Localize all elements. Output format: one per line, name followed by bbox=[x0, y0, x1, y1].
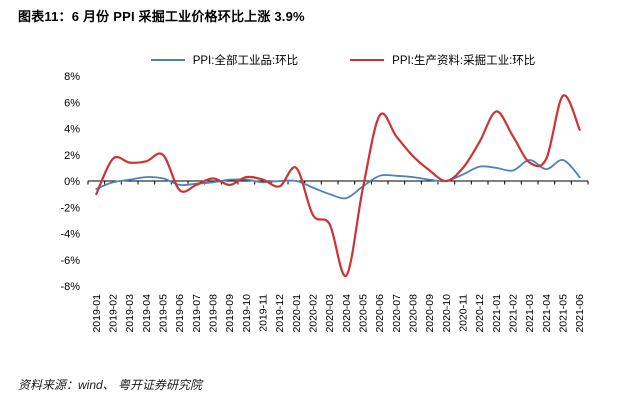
svg-text:2021-03: 2021-03 bbox=[524, 294, 536, 333]
svg-text:-6%: -6% bbox=[60, 255, 80, 267]
svg-text:2019-11: 2019-11 bbox=[258, 294, 270, 332]
svg-text:2021-02: 2021-02 bbox=[508, 294, 520, 333]
legend-label-ppi-mining: PPI:生产资料:采掘工业:环比 bbox=[392, 55, 536, 67]
svg-text:2020-10: 2020-10 bbox=[441, 294, 453, 333]
svg-text:2019-02: 2019-02 bbox=[108, 294, 120, 333]
svg-text:2019-08: 2019-08 bbox=[208, 294, 220, 333]
svg-text:2020-06: 2020-06 bbox=[374, 294, 386, 333]
svg-text:2019-10: 2019-10 bbox=[241, 294, 253, 333]
legend-item-ppi-all: PPI:全部工业品:环比 bbox=[150, 52, 299, 68]
svg-text:2020-11: 2020-11 bbox=[458, 294, 470, 332]
svg-text:2021-01: 2021-01 bbox=[491, 294, 503, 333]
svg-text:2%: 2% bbox=[64, 150, 80, 162]
svg-text:0%: 0% bbox=[64, 176, 80, 188]
legend-line-sample-red bbox=[350, 59, 385, 61]
svg-text:2019-03: 2019-03 bbox=[124, 294, 136, 333]
svg-text:2021-06: 2021-06 bbox=[574, 294, 586, 333]
svg-text:-8%: -8% bbox=[60, 281, 80, 293]
svg-text:-2%: -2% bbox=[60, 202, 80, 214]
svg-text:2020-12: 2020-12 bbox=[474, 294, 486, 333]
source-note: 资料来源：wind、 粤开证券研究院 bbox=[18, 378, 203, 392]
svg-text:2019-09: 2019-09 bbox=[224, 294, 236, 333]
figure-title: 图表11：6 月份 PPI 采掘工业价格环比上涨 3.9% bbox=[18, 9, 305, 24]
chart-area: 8% 6% 4% 2% 0% -2% -4% -6% -8% 2019-01 2019-02 2019… bbox=[0, 70, 642, 360]
svg-text:2020-07: 2020-07 bbox=[391, 294, 403, 333]
svg-text:8%: 8% bbox=[64, 71, 80, 83]
ppi-line-chart: 8% 6% 4% 2% 0% -2% -4% -6% -8% 2019-01 2019-02 2019… bbox=[60, 71, 589, 333]
svg-text:2019-01: 2019-01 bbox=[91, 294, 103, 333]
svg-text:2021-04: 2021-04 bbox=[541, 294, 553, 333]
svg-text:4%: 4% bbox=[64, 124, 80, 136]
legend-label-ppi-all: PPI:全部工业品:环比 bbox=[192, 55, 299, 67]
svg-text:2020-08: 2020-08 bbox=[408, 294, 420, 333]
chart-legend: PPI:全部工业品:环比 PPI:生产资料:采掘工业:环比 bbox=[88, 52, 598, 68]
svg-text:2019-06: 2019-06 bbox=[174, 294, 186, 333]
svg-text:6%: 6% bbox=[64, 97, 80, 109]
svg-text:2020-09: 2020-09 bbox=[424, 294, 436, 333]
svg-text:2019-04: 2019-04 bbox=[141, 294, 153, 333]
svg-text:2019-12: 2019-12 bbox=[274, 294, 286, 333]
svg-text:2020-04: 2020-04 bbox=[341, 294, 353, 333]
svg-text:2020-02: 2020-02 bbox=[308, 294, 320, 333]
svg-text:2020-01: 2020-01 bbox=[291, 294, 303, 333]
svg-text:2019-07: 2019-07 bbox=[191, 294, 203, 333]
svg-text:2020-03: 2020-03 bbox=[324, 294, 336, 333]
svg-text:2020-05: 2020-05 bbox=[358, 294, 370, 333]
legend-item-ppi-mining: PPI:生产资料:采掘工业:环比 bbox=[350, 52, 535, 68]
svg-text:2019-05: 2019-05 bbox=[158, 294, 170, 333]
svg-text:2021-05: 2021-05 bbox=[558, 294, 570, 333]
legend-line-sample-blue bbox=[150, 59, 185, 61]
svg-text:-4%: -4% bbox=[60, 229, 80, 241]
